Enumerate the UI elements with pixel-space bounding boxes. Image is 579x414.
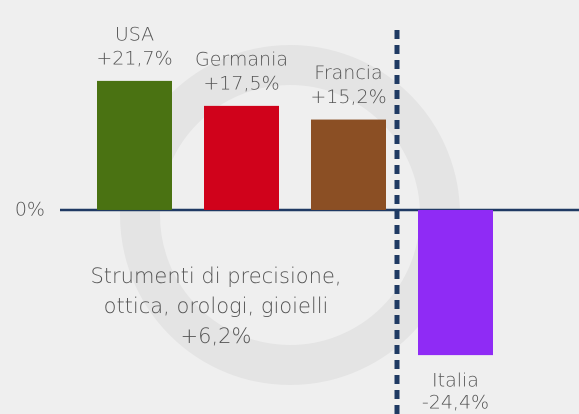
value-label: +21,7% bbox=[96, 47, 172, 69]
bar bbox=[204, 105, 279, 210]
category-label: USA bbox=[115, 23, 154, 45]
annotation: ottica, orologi, gioielli bbox=[104, 294, 329, 318]
bar bbox=[311, 119, 386, 210]
value-label: +15,2% bbox=[310, 86, 386, 108]
annotation: +6,2% bbox=[181, 324, 252, 348]
category-label: Francia bbox=[314, 62, 382, 84]
value-label: -24,4% bbox=[422, 392, 489, 414]
value-label: +17,5% bbox=[203, 72, 279, 94]
category-label: Germania bbox=[195, 48, 288, 70]
y-tick-label: 0% bbox=[15, 198, 45, 220]
annotation: Strumenti di precisione, bbox=[90, 264, 341, 288]
bar bbox=[97, 80, 172, 210]
bar bbox=[418, 209, 493, 356]
category-label: Italia bbox=[432, 370, 479, 392]
